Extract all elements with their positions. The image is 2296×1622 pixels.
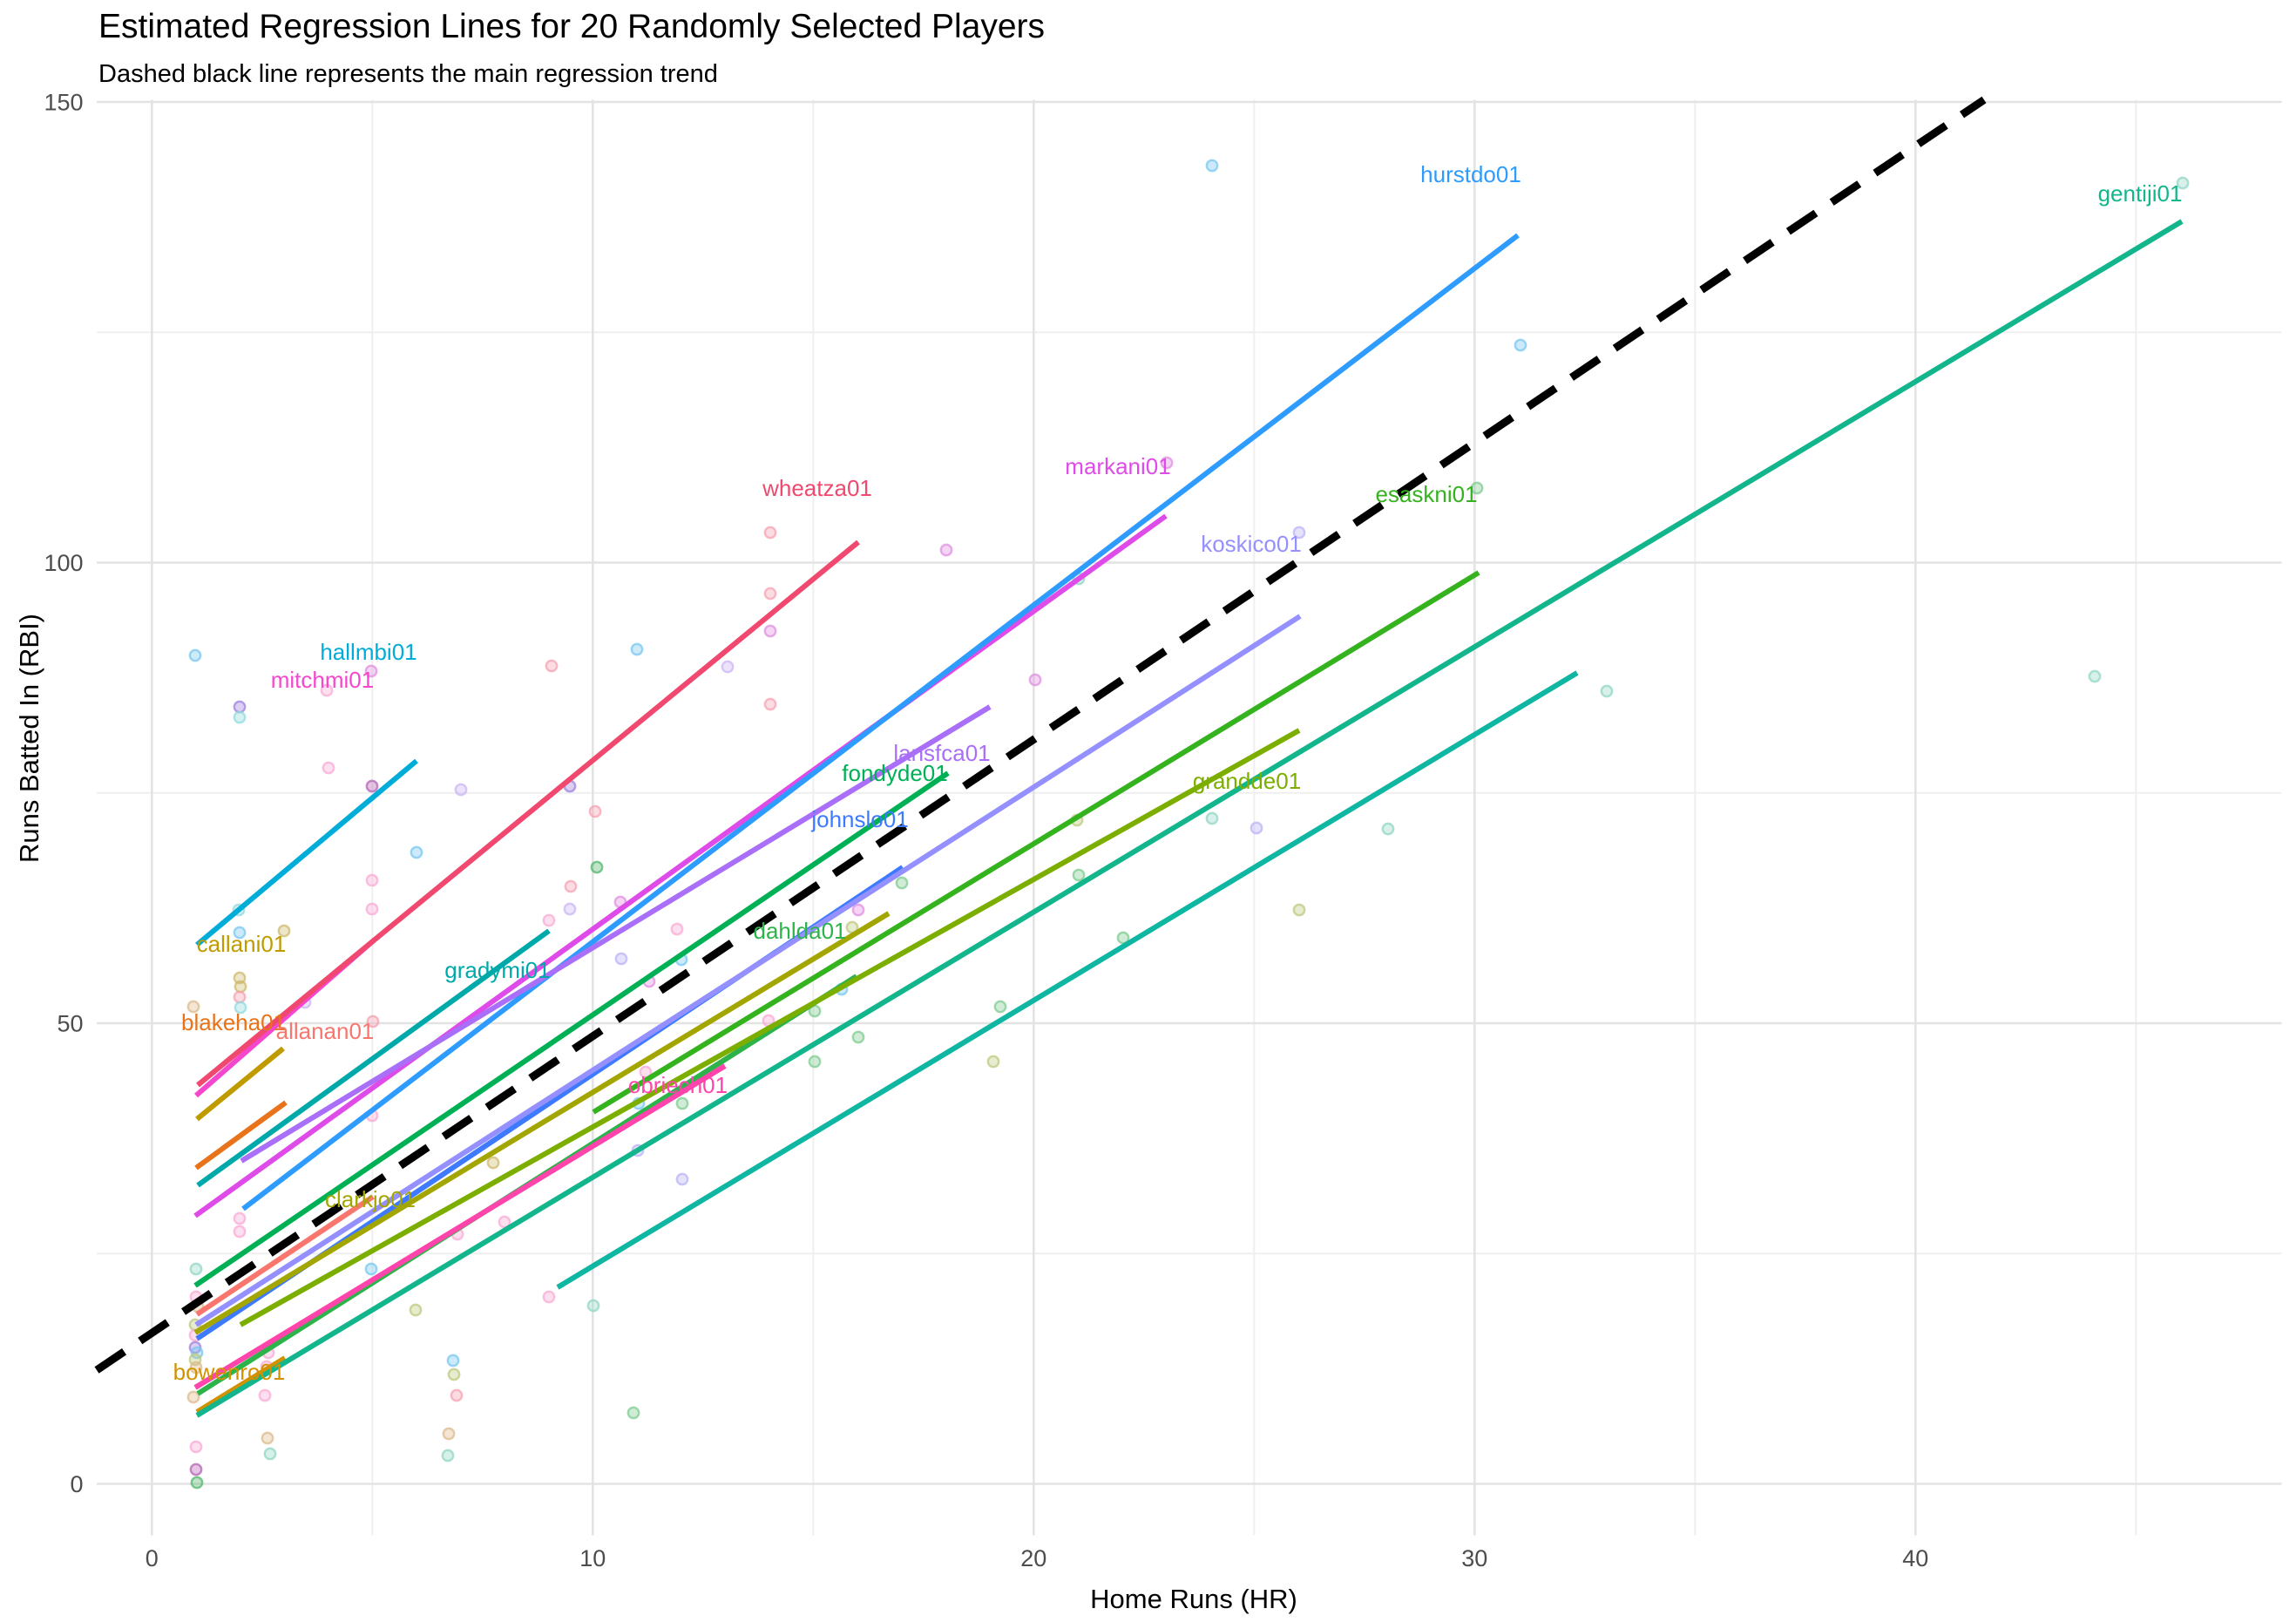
svg-text:gentiji01: gentiji01 <box>2098 180 2183 207</box>
svg-text:blakeha01: blakeha01 <box>181 1009 286 1035</box>
svg-text:30: 30 <box>1461 1545 1487 1571</box>
svg-text:wheatza01: wheatza01 <box>762 475 872 501</box>
svg-text:gradymi01: gradymi01 <box>444 957 550 983</box>
svg-text:Home Runs (HR): Home Runs (HR) <box>1090 1584 1297 1614</box>
svg-text:100: 100 <box>44 550 83 576</box>
svg-text:50: 50 <box>57 1011 83 1037</box>
svg-text:johnslo01: johnslo01 <box>810 806 908 832</box>
svg-text:dahlda01: dahlda01 <box>754 918 847 944</box>
svg-text:40: 40 <box>1902 1545 1928 1571</box>
svg-text:hurstdo01: hurstdo01 <box>1420 161 1521 187</box>
svg-text:clarkjo01: clarkjo01 <box>325 1186 416 1212</box>
svg-text:esaskni01: esaskni01 <box>1375 481 1477 507</box>
svg-text:hallmbi01: hallmbi01 <box>320 639 417 665</box>
svg-text:0: 0 <box>146 1545 159 1571</box>
svg-text:20: 20 <box>1020 1545 1046 1571</box>
svg-text:markani01: markani01 <box>1065 453 1170 479</box>
svg-text:obriech01: obriech01 <box>628 1072 728 1098</box>
svg-text:150: 150 <box>44 90 83 116</box>
svg-text:bowenro01: bowenro01 <box>173 1359 286 1385</box>
svg-text:Estimated Regression Lines for: Estimated Regression Lines for 20 Random… <box>98 8 1045 45</box>
svg-text:lansfca01: lansfca01 <box>893 740 990 766</box>
svg-text:koskico01: koskico01 <box>1201 531 1302 557</box>
svg-text:grandde01: grandde01 <box>1193 768 1301 794</box>
svg-text:Runs Batted In (RBI): Runs Batted In (RBI) <box>14 614 44 863</box>
svg-text:callani01: callani01 <box>197 931 287 957</box>
svg-text:0: 0 <box>70 1471 83 1497</box>
svg-text:allanan01: allanan01 <box>276 1018 375 1044</box>
svg-text:Dashed black line represents t: Dashed black line represents the main re… <box>98 60 718 88</box>
svg-text:mitchmi01: mitchmi01 <box>271 667 374 693</box>
svg-text:10: 10 <box>579 1545 606 1571</box>
svg-text:fondyde01: fondyde01 <box>842 760 947 786</box>
